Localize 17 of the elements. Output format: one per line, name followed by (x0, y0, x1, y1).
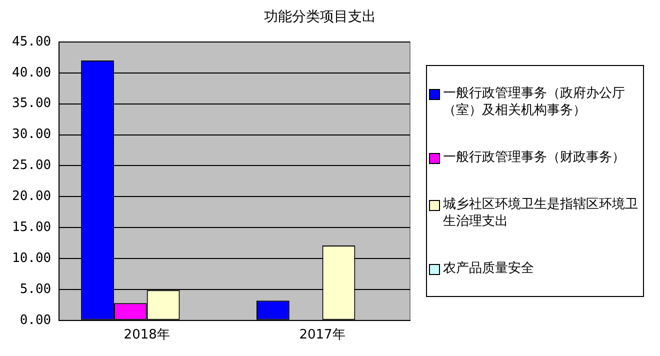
x-tick-label: 2018年 (124, 328, 170, 343)
y-tick-label: 35.00 (12, 96, 52, 112)
chart-title: 功能分类项目支出 (263, 8, 377, 26)
legend-label: 一般行政管理事务（政府办公厅（室）及相关机构事务） (443, 85, 626, 119)
legend-label: 农产品质量安全 (443, 260, 534, 277)
y-tick-label: 0.00 (20, 312, 52, 328)
y-tick-label: 25.00 (12, 158, 52, 174)
legend-label: 城乡社区环境卫生是指辖区环境卫生治理支出 (443, 196, 639, 230)
legend-label: 一般行政管理事务（财政事务） (443, 149, 625, 166)
y-tick-label: 5.00 (20, 282, 52, 297)
x-tick-label: 2017年 (299, 328, 346, 343)
y-tick-label: 20.00 (12, 189, 52, 204)
y-tick-label: 40.00 (12, 65, 52, 80)
y-tick-label: 15.00 (12, 220, 52, 235)
y-tick-label: 45.00 (12, 34, 52, 50)
y-tick-label: 30.00 (12, 127, 52, 142)
y-tick-label: 10.00 (12, 250, 52, 266)
